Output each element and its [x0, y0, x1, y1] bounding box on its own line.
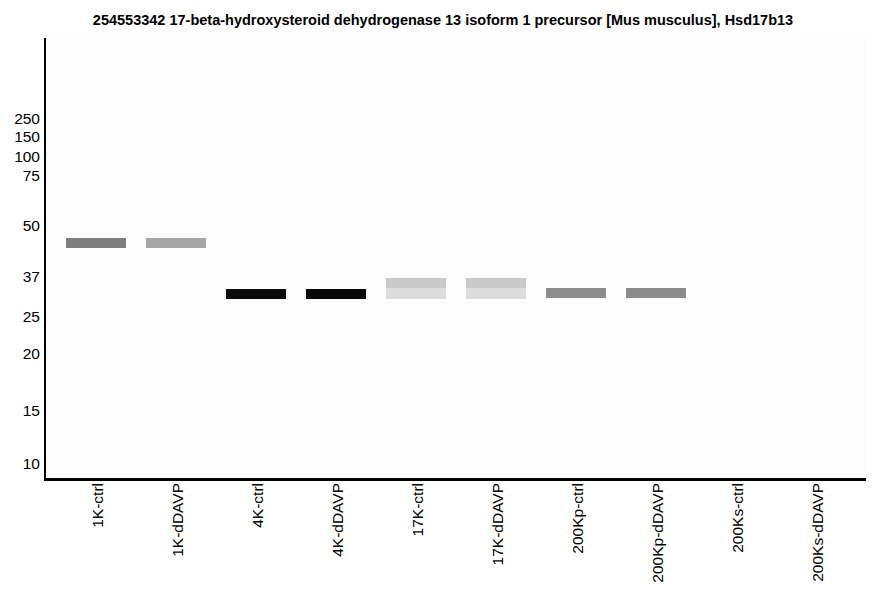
x-tick-label: 17K-dDAVP [490, 483, 506, 565]
x-tick-label: 1K-ctrl [90, 483, 106, 528]
x-tick-label: 200Kp-ctrl [570, 483, 586, 554]
blot-band [306, 289, 366, 299]
y-tick-label: 25 [0, 307, 40, 327]
x-tick-label: 1K-dDAVP [170, 483, 186, 557]
y-tick-label: 10 [0, 454, 40, 474]
x-tick-label: 4K-dDAVP [330, 483, 346, 557]
y-tick-label: 37 [0, 267, 40, 287]
y-tick-label: 100 [0, 147, 40, 167]
x-tick-label: 17K-ctrl [410, 483, 426, 536]
y-tick-label: 150 [0, 127, 40, 147]
x-tick-label: 200Ks-ctrl [730, 483, 746, 553]
blot-band [226, 289, 286, 299]
figure: 254553342 17-beta-hydroxysteroid dehydro… [0, 0, 886, 595]
y-tick-label: 75 [0, 166, 40, 186]
y-tick-label: 250 [0, 109, 40, 129]
blot-band [466, 288, 526, 299]
plot-area [44, 38, 866, 481]
x-tick-label: 4K-ctrl [250, 483, 266, 528]
blot-band [146, 238, 206, 248]
blot-band [386, 278, 446, 288]
blot-band [626, 288, 686, 298]
y-tick-label: 15 [0, 401, 40, 421]
x-tick-label: 200Ks-dDAVP [810, 483, 826, 582]
blot-band [66, 238, 126, 248]
y-tick-label: 20 [0, 344, 40, 364]
blot-band [546, 288, 606, 298]
chart-title: 254553342 17-beta-hydroxysteroid dehydro… [0, 12, 886, 28]
blot-band [466, 278, 526, 288]
blot-band [386, 288, 446, 299]
x-tick-label: 200Kp-dDAVP [650, 483, 666, 583]
y-tick-label: 50 [0, 216, 40, 236]
